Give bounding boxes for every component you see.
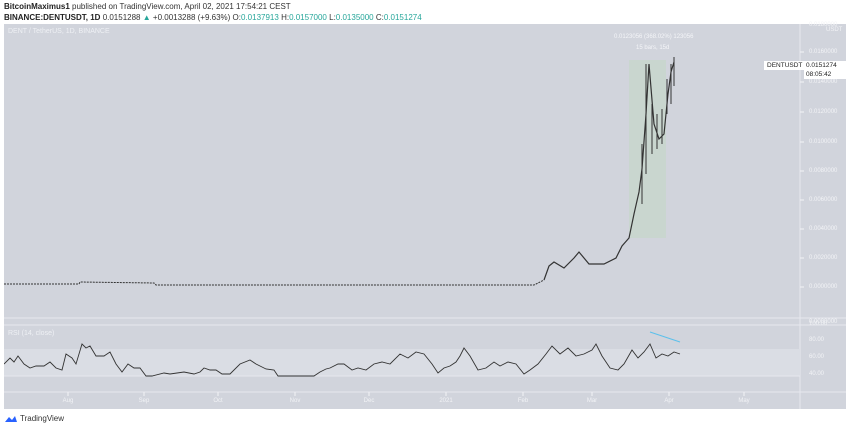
y-tick: 0.0180000	[809, 22, 838, 28]
rsi-y-tick: 40.00	[809, 371, 825, 377]
x-tick: Aug	[62, 398, 74, 404]
publish-info: BitcoinMaximus1 published on TradingView…	[4, 2, 291, 11]
last-price: 0.0151288	[102, 13, 141, 22]
chart-title: DENT / TetherUS, 1D, BINANCE	[8, 28, 110, 35]
price-tag-symbol: DENTUSDT	[764, 61, 806, 70]
x-tick: Mar	[586, 398, 598, 404]
high-label: H:	[281, 13, 290, 22]
rsi-y-tick: 100.00	[809, 321, 828, 327]
x-tick: Oct	[213, 398, 223, 404]
y-tick: 0.0080000	[809, 168, 838, 174]
close-label: C:	[375, 13, 384, 22]
rsi-y-tick: 80.00	[809, 337, 825, 343]
y-unit: USDT	[826, 27, 843, 33]
x-tick: Nov	[289, 398, 301, 404]
symbol-label: BINANCE:DENTUSDT, 1D	[4, 13, 101, 22]
open-value: 0.0137913	[241, 13, 279, 22]
published-text: published on TradingView.com, April 02, …	[72, 2, 291, 11]
x-tick: May	[738, 398, 750, 404]
symbol-info: BINANCE:DENTUSDT, 1D 0.0151288 ▲ +0.0013…	[4, 13, 422, 22]
brand-name: TradingView	[20, 414, 65, 423]
up-triangle-icon: ▲	[142, 13, 151, 22]
y-tick: 0.0100000	[809, 139, 838, 145]
y-tick: 0.0060000	[809, 197, 838, 203]
rsi-y-tick: 60.00	[809, 354, 825, 360]
y-tick: 0.0020000	[809, 255, 838, 261]
bar-countdown: 08:05:42	[806, 71, 832, 78]
close-value: 0.0151274	[383, 13, 422, 22]
cloud-icon	[5, 415, 17, 422]
last-price-value: 0.0151274	[806, 62, 837, 69]
y-tick: 0.0120000	[809, 109, 838, 115]
tradingview-logo[interactable]: TradingView	[4, 414, 64, 423]
rsi-trendline	[649, 331, 681, 343]
open-label: O:	[232, 13, 241, 22]
low-label: L:	[329, 13, 336, 22]
measure-bars-label: 15 bars, 15d	[636, 45, 670, 51]
y-tick: 0.0000000	[809, 319, 838, 325]
y-tick: 0.0160000	[809, 49, 838, 55]
rsi-title: RSI (14, close)	[8, 330, 55, 337]
y-tick: 0.0000000	[809, 284, 838, 290]
price-tag-value: 0.0151274 08:05:42	[804, 61, 850, 79]
rsi-line	[4, 343, 681, 377]
x-tick: Sep	[138, 398, 150, 404]
x-tick: Feb	[517, 398, 529, 404]
high-value: 0.0157000	[289, 13, 327, 22]
x-tick: Apr	[664, 398, 674, 404]
y-tick: 0.0140000	[809, 79, 838, 85]
measure-label: 0.0123056 (368.02%) 123056	[614, 34, 694, 40]
chart-area[interactable]: DENT / TetherUS, 1D, BINANCE 0.0123056 (…	[4, 22, 850, 409]
low-value: 0.0135000	[335, 13, 374, 22]
x-tick: Dec	[363, 398, 375, 404]
x-tick: 2021	[439, 398, 453, 404]
chart-canvas	[4, 24, 846, 409]
price-change: +0.0013288 (+9.63%)	[152, 13, 231, 22]
author-name[interactable]: BitcoinMaximus1	[4, 2, 70, 11]
y-tick: 0.0040000	[809, 226, 838, 232]
